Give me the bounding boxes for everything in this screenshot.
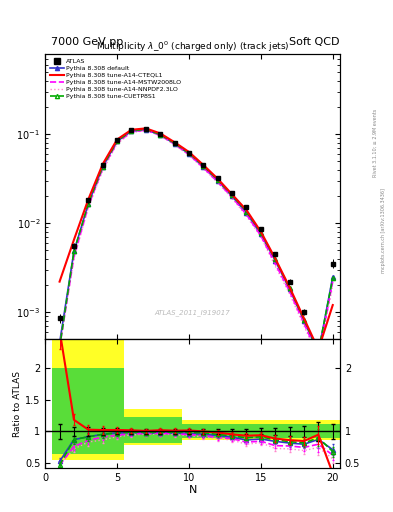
Title: Multiplicity $\lambda\_0^0$ (charged only) (track jets): Multiplicity $\lambda\_0^0$ (charged onl… <box>96 39 289 54</box>
Y-axis label: Ratio to ATLAS: Ratio to ATLAS <box>13 371 22 437</box>
X-axis label: N: N <box>188 485 197 495</box>
Text: Rivet 3.1.10; ≥ 2.9M events: Rivet 3.1.10; ≥ 2.9M events <box>373 109 378 178</box>
Legend: ATLAS, Pythia 8.308 default, Pythia 8.308 tune-A14-CTEQL1, Pythia 8.308 tune-A14: ATLAS, Pythia 8.308 default, Pythia 8.30… <box>48 57 184 101</box>
Text: ATLAS_2011_I919017: ATLAS_2011_I919017 <box>155 309 230 316</box>
Text: Soft QCD: Soft QCD <box>290 37 340 47</box>
Text: mcplots.cern.ch [arXiv:1306.3436]: mcplots.cern.ch [arXiv:1306.3436] <box>381 188 386 273</box>
Text: 7000 GeV pp: 7000 GeV pp <box>51 37 123 47</box>
